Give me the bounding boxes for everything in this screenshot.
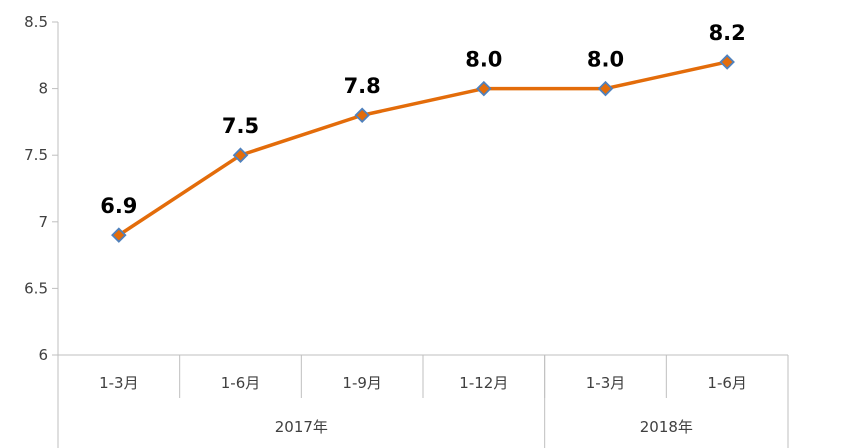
series-group — [111, 54, 735, 243]
data-label: 7.5 — [222, 114, 259, 138]
y-tick-label: 6.5 — [24, 279, 48, 297]
data-label: 8.2 — [709, 21, 746, 45]
data-point-marker — [597, 80, 614, 97]
x-category-label: 1-3月 — [586, 374, 626, 392]
x-category-label: 1-12月 — [459, 374, 508, 392]
data-point-marker — [232, 147, 249, 163]
y-tick-label: 6 — [38, 346, 48, 364]
x-category-label: 1-9月 — [342, 374, 382, 392]
data-point-marker — [719, 54, 735, 70]
data-label: 7.8 — [344, 74, 381, 98]
x-category-label: 1-6月 — [707, 374, 747, 392]
data-point-marker — [354, 107, 370, 124]
data-label: 8.0 — [465, 48, 502, 72]
x-group-label: 2017年 — [275, 418, 328, 436]
data-point-marker — [111, 227, 127, 243]
y-tick-label: 7 — [38, 213, 48, 231]
data-label: 8.0 — [587, 48, 624, 72]
series-line — [117, 60, 728, 237]
x-group-label: 2018年 — [640, 418, 693, 436]
data-label: 6.9 — [100, 194, 137, 218]
data-labels: 6.9 7.5 7.8 8.0 8.0 8.2 — [100, 21, 746, 218]
x-category-label: 1-3月 — [99, 374, 139, 392]
y-axis: 6 6.5 7 7.5 8 8.5 — [24, 13, 59, 448]
y-tick-label: 8 — [38, 80, 48, 98]
data-point-marker — [476, 80, 492, 97]
y-tick-label: 7.5 — [24, 146, 48, 164]
y-tick-label: 8.5 — [24, 13, 48, 31]
x-category-label: 1-6月 — [221, 374, 261, 392]
x-axis: 1-3月 1-6月 1-9月 1-12月 1-3月 1-6月 2017年 2018年 — [58, 354, 789, 448]
